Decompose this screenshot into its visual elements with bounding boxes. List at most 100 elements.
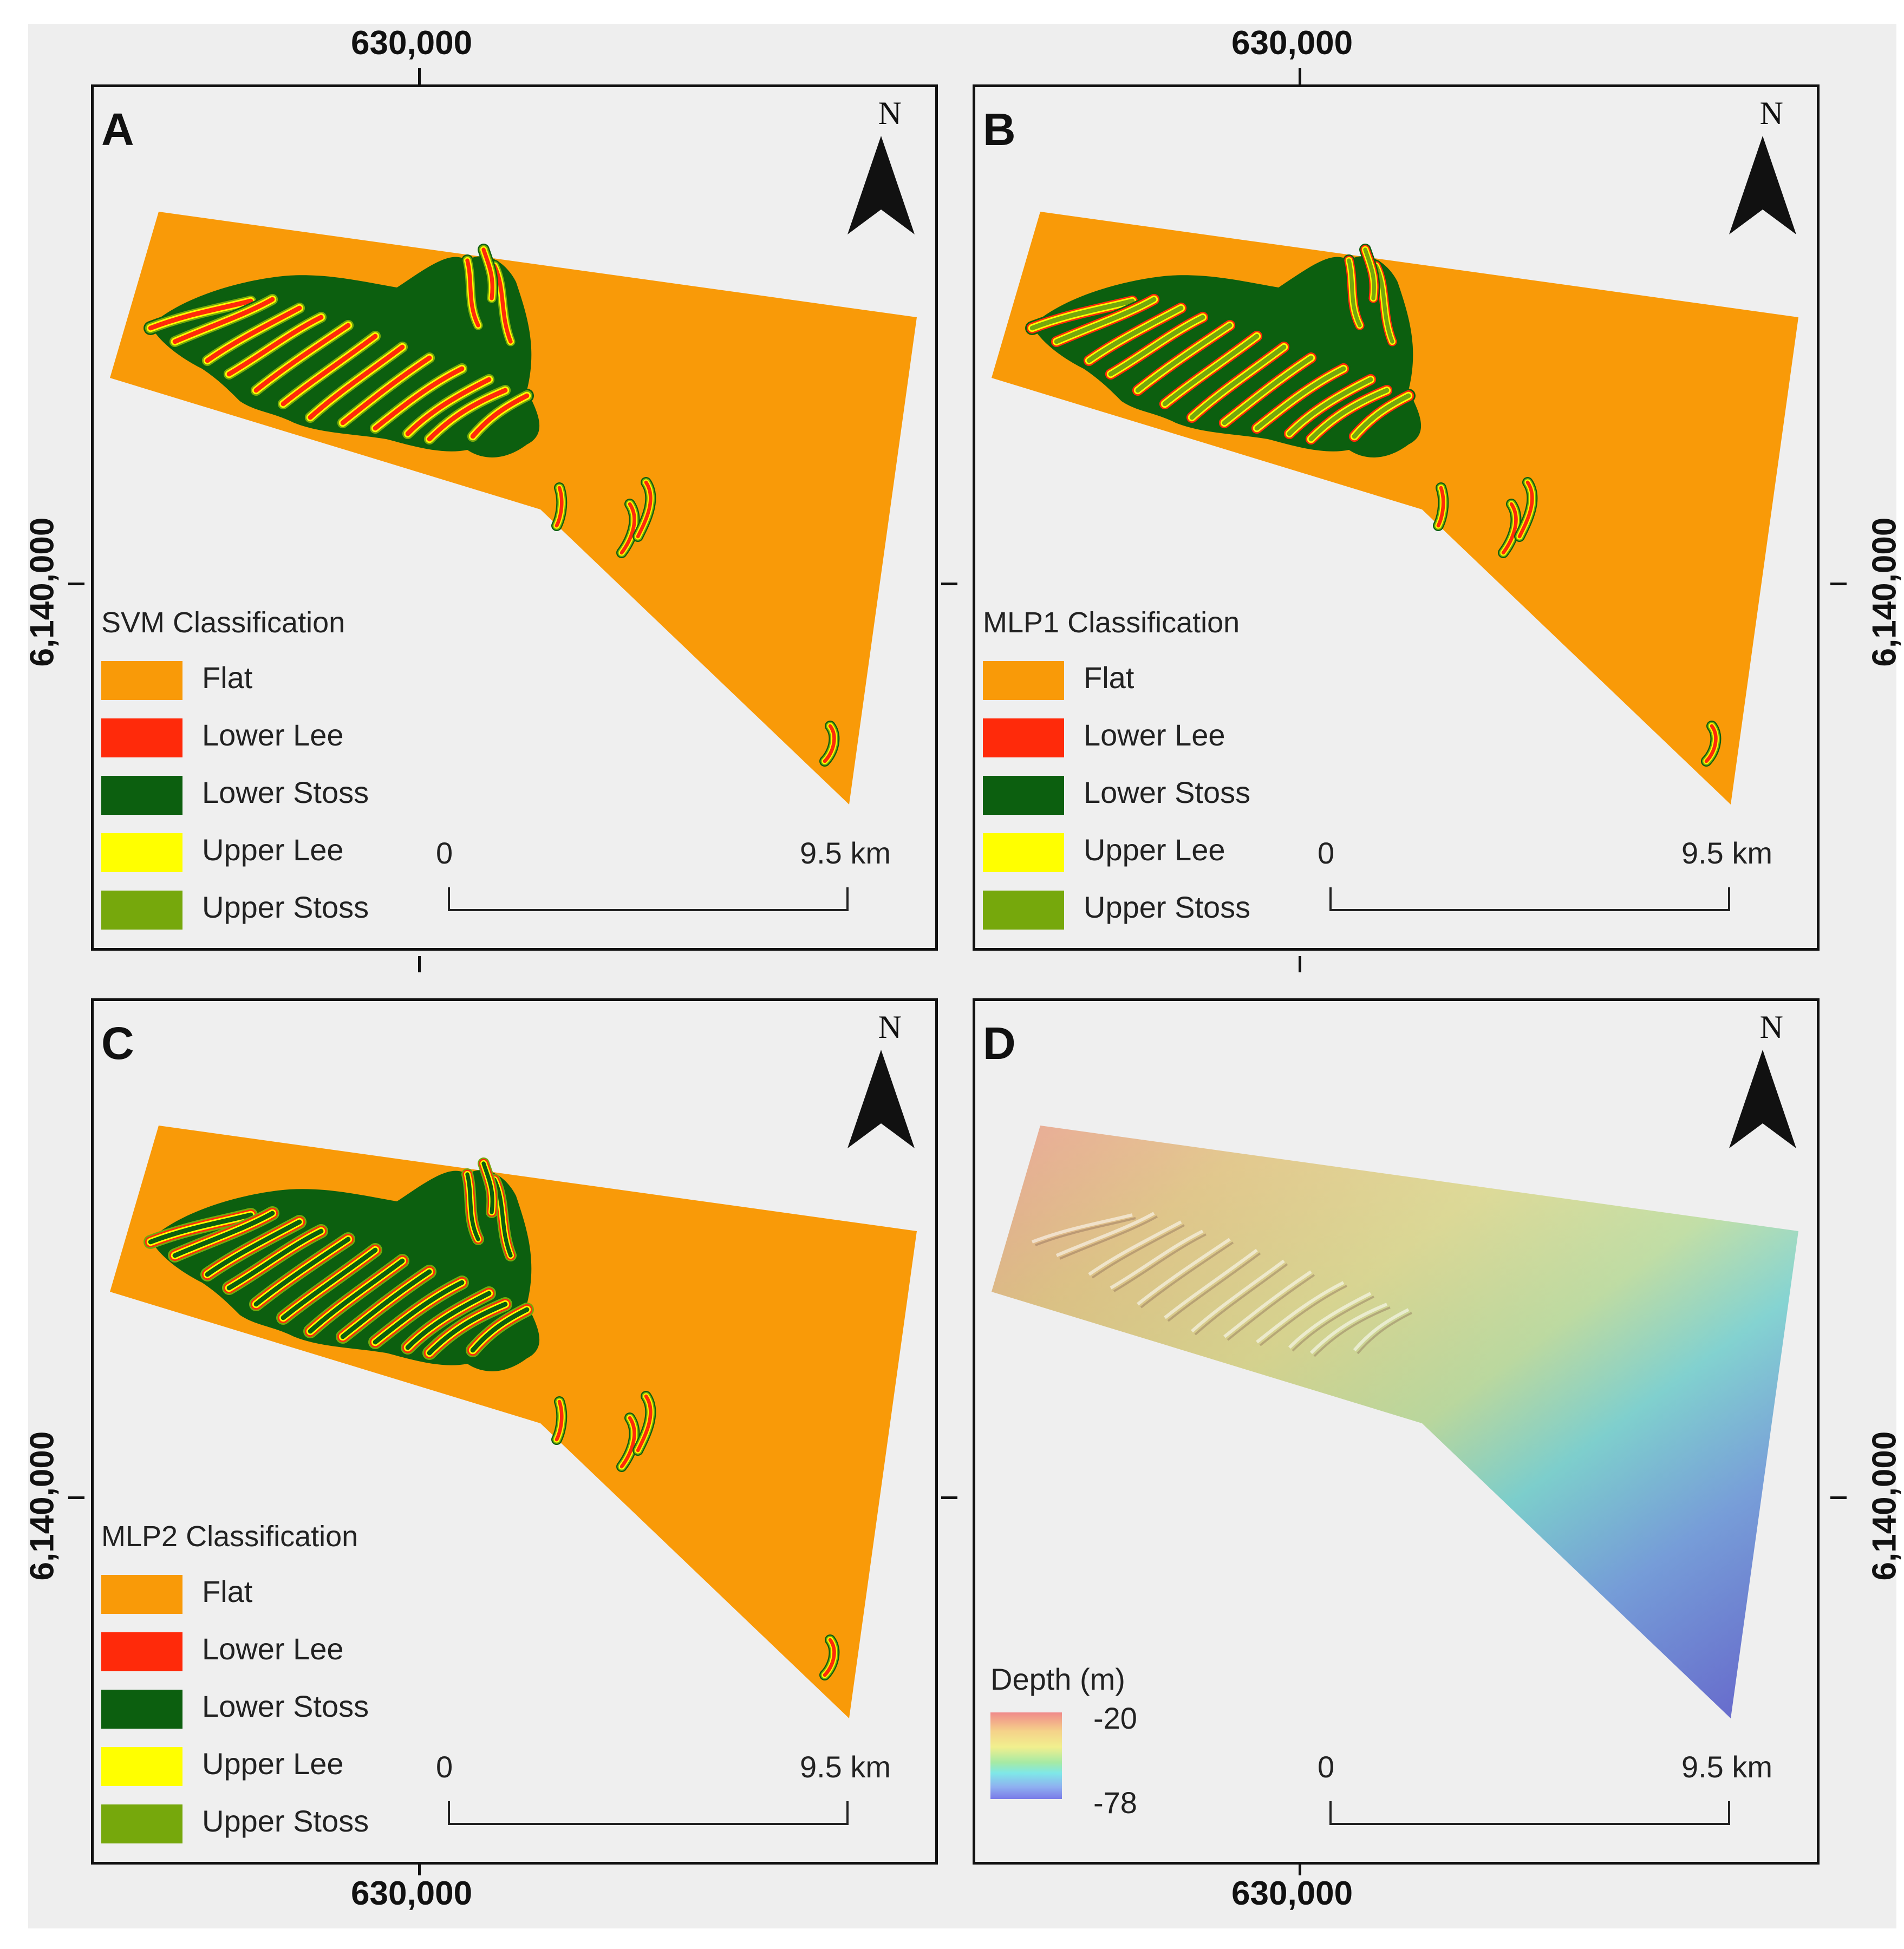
ridge-feature	[1704, 724, 1718, 763]
grid-tick	[68, 583, 84, 585]
north-arrow-icon	[1729, 136, 1796, 234]
panel-a-svm-map: A N SVM Classification Flat Lower Lee Lower S…	[91, 84, 938, 951]
ridge-feature	[281, 333, 378, 407]
legend-swatch	[101, 891, 182, 930]
legend-label: Flat	[202, 1574, 253, 1608]
ridge-feature	[1374, 264, 1394, 344]
ridge-feature	[1352, 393, 1411, 439]
ridge-shadow	[1259, 1285, 1347, 1346]
ridge-feature	[373, 366, 465, 431]
ridge-shadow	[1035, 1217, 1136, 1246]
ridge-feature	[308, 344, 405, 420]
depth-color-ramp	[990, 1712, 1062, 1799]
panel-b-mlp1-map: B N MLP1 Classification Flat Lower Lee Lower …	[973, 84, 1820, 951]
legend-item: Flat	[101, 1567, 405, 1625]
easting-label-bottom-right: 630,000	[1231, 1875, 1353, 1912]
grid-tick	[1830, 1496, 1847, 1499]
ridge-feature	[1135, 323, 1233, 393]
scale-bar-line	[1329, 1801, 1730, 1825]
ridge-feature	[823, 724, 836, 763]
legend-item: Lower Lee	[101, 1625, 405, 1682]
grid-tick	[941, 583, 957, 585]
ridge-feature	[1436, 486, 1445, 528]
legend-item: Lower Stoss	[101, 1682, 405, 1739]
north-label: N	[878, 1009, 902, 1045]
dune-ridges	[1025, 244, 1722, 767]
legend-swatch	[983, 661, 1064, 700]
survey-area-hillshade	[992, 1126, 1798, 1718]
legend-item: Upper Stoss	[983, 883, 1286, 940]
ridge-shadow	[1313, 1306, 1391, 1357]
ridge-feature	[470, 1307, 530, 1353]
ridge-feature	[1162, 333, 1260, 407]
scale-bar: 0 9.5 km	[436, 1749, 891, 1841]
ridge-feature	[620, 502, 636, 555]
ridge-highlight	[1137, 1238, 1231, 1306]
grid-tick	[941, 1496, 957, 1499]
class-legend: MLP1 Classification Flat Lower Lee Lower St…	[983, 606, 1286, 940]
legend-swatch	[983, 833, 1064, 872]
ridge-feature	[340, 355, 432, 426]
north-arrow-icon	[847, 1050, 915, 1148]
classification-map	[110, 1126, 917, 1718]
ridge-feature	[823, 1638, 836, 1677]
scale-start-label: 0	[436, 836, 453, 870]
legend-item: Lower Lee	[983, 711, 1286, 768]
grid-tick	[1299, 956, 1301, 972]
ridge-highlight	[1288, 1292, 1372, 1349]
scale-bar-line	[448, 1801, 849, 1825]
panel-letter: C	[101, 1018, 134, 1069]
legend-item: Lower Stoss	[983, 768, 1286, 826]
ridge-feature	[1222, 355, 1314, 426]
ridge-feature	[253, 323, 351, 393]
north-label: N	[1759, 1009, 1783, 1045]
class-legend: SVM Classification Flat Lower Lee Lower Sto…	[101, 606, 405, 940]
northing-label-right-top: 6,140,000	[1866, 517, 1903, 667]
sand-ridges-shading	[1031, 1212, 1412, 1357]
panel-c-mlp2-map: C N MLP2 Classification Flat Lower Lee Lower …	[91, 998, 938, 1865]
ridge-feature	[481, 1161, 494, 1214]
ridge-feature	[492, 264, 513, 344]
legend-label: Upper Stoss	[202, 1804, 369, 1838]
ridge-feature	[226, 1228, 324, 1291]
legend-title: MLP2 Classification	[101, 1520, 358, 1553]
ridge-feature	[427, 388, 508, 442]
ridge-feature	[205, 1219, 302, 1277]
legend-item: Flat	[983, 653, 1286, 711]
ridge-feature	[1517, 480, 1534, 539]
scale-bar: 0 9.5 km	[1318, 1749, 1772, 1841]
easting-label-top-left: 630,000	[351, 24, 473, 62]
legend-title: SVM Classification	[101, 606, 345, 639]
ridge-feature	[636, 1394, 653, 1453]
dune-ridges	[144, 1157, 840, 1680]
grid-tick	[68, 1496, 84, 1499]
ridge-feature	[1254, 366, 1346, 431]
ridge-highlight	[1256, 1281, 1345, 1344]
ridge-shadow	[1227, 1274, 1315, 1341]
bathymetry-map	[992, 1126, 1798, 1718]
legend-swatch	[101, 776, 182, 815]
ridge-feature	[481, 247, 494, 300]
depth-legend: Depth (m) -20 -78	[990, 1662, 1218, 1840]
northing-label-left-top: 6,140,000	[23, 517, 61, 667]
ridge-feature	[1308, 388, 1390, 442]
depth-max-label: -20	[1093, 1701, 1137, 1735]
grid-tick	[1299, 1859, 1301, 1875]
figure-sheet: 630,000 630,000 630,000 630,000 6,140,00…	[24, 24, 1903, 1928]
ridge-highlight	[1190, 1259, 1285, 1333]
northing-label-right-bottom: 6,140,000	[1866, 1431, 1903, 1581]
ridge-highlight	[1031, 1213, 1133, 1244]
ridge-feature	[1287, 377, 1373, 436]
ridge-feature	[373, 1280, 465, 1345]
legend-label: Lower Lee	[202, 718, 344, 752]
panel-letter: D	[983, 1018, 1016, 1069]
grid-tick	[1299, 68, 1301, 84]
north-label: N	[1759, 95, 1783, 131]
legend-item: Upper Lee	[101, 826, 405, 883]
scale-end-label: 9.5 km	[1681, 1750, 1772, 1784]
ridge-feature	[253, 1237, 351, 1307]
ridge-feature	[1363, 247, 1376, 300]
ridge-shadow	[1140, 1241, 1234, 1309]
ridge-shadow	[1059, 1215, 1158, 1260]
ridge-shadow	[1292, 1296, 1374, 1352]
